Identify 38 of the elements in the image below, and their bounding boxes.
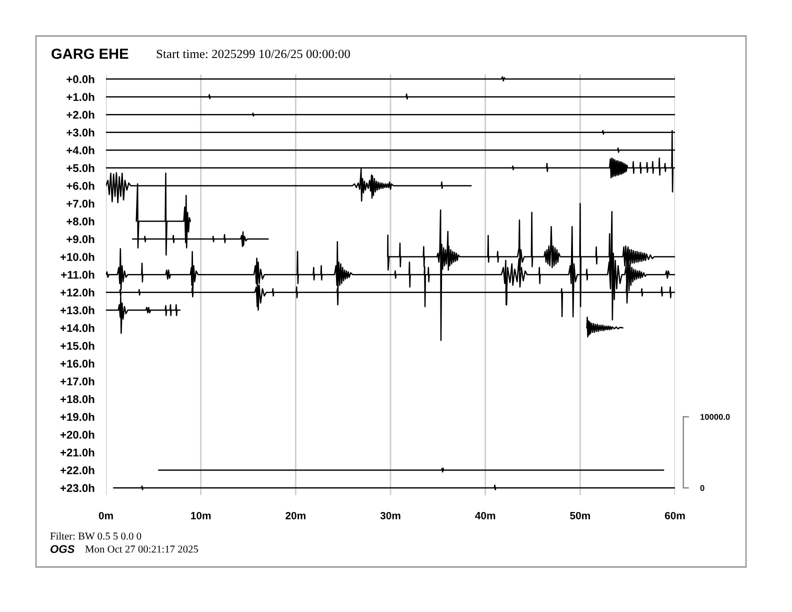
y2-tick-label: 0	[700, 485, 704, 491]
y-tick-label: +13.0h	[60, 306, 94, 314]
y-tick-label: +11.0h	[61, 270, 94, 279]
text: Filter: BW 0.5 5 0.0 0	[50, 532, 142, 540]
y-tick-label: +17.0h	[60, 377, 94, 386]
y2-tick-label: 10000.0	[700, 414, 730, 420]
y-tick-label: +16.0h	[60, 359, 94, 368]
y-tick-label: +3.0h	[66, 128, 94, 137]
x-tick-label: 20m	[286, 512, 306, 520]
x-tick-label: 0m	[98, 512, 113, 520]
y-tick-label: +5.0h	[66, 164, 94, 172]
y-tick-label: +15.0h	[60, 342, 94, 350]
y-tick-label: +19.0h	[60, 412, 94, 421]
y-tick-label: +14.0h	[60, 324, 94, 332]
y-tick-label: +18.0h	[60, 394, 94, 404]
text: Mon Oct 27 00:21:17 2025	[85, 546, 198, 553]
y-tick-label: +0.0h	[66, 75, 94, 84]
x-tick-label: 10m	[191, 512, 211, 520]
y-tick-label: +22.0h	[60, 466, 94, 474]
x-tick-label: 30m	[380, 512, 400, 520]
y-tick-label: +20.0h	[60, 430, 94, 439]
y-tick-label: +4.0h	[66, 146, 94, 154]
chart-title: GARG EHE	[52, 48, 128, 59]
y-tick-label: +7.0h	[66, 199, 94, 208]
y-tick-label: +6.0h	[66, 182, 94, 190]
y-tick-label: +8.0h	[66, 217, 94, 226]
y-tick-label: +2.0h	[66, 110, 94, 119]
text: OGS	[50, 545, 75, 553]
chart-subtitle: Start time: 2025299 10/26/25 00:00:00	[156, 50, 350, 58]
y-tick-label: +1.0h	[66, 92, 94, 101]
y-tick-label: +10.0h	[60, 252, 94, 261]
y-tick-label: +12.0h	[60, 288, 94, 296]
x-tick-label: 40m	[475, 512, 496, 520]
x-tick-label: 60m	[664, 512, 685, 520]
y-tick-label: +9.0h	[66, 235, 94, 244]
y-tick-label: +23.0h	[60, 484, 94, 492]
x-tick-label: 50m	[570, 512, 590, 520]
y-tick-label: +21.0h	[60, 448, 94, 456]
